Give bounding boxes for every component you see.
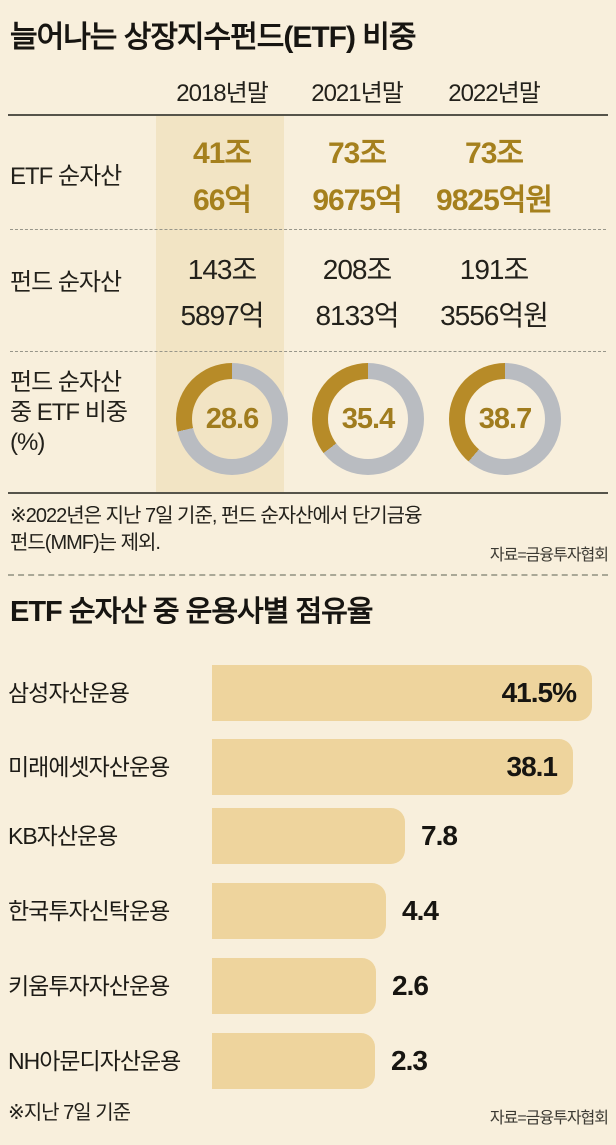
table-cell-line: 8133억 bbox=[315, 300, 399, 331]
bar-value-3: 4.4 bbox=[402, 895, 439, 926]
table-cell-line: 9675억 bbox=[312, 184, 402, 217]
bar-fill-1 bbox=[212, 739, 573, 795]
donut-hole bbox=[465, 379, 545, 459]
donut-value: 28.6 bbox=[205, 402, 259, 435]
donut-chart-2: 38.7 bbox=[449, 363, 561, 475]
table-cell-r0-c1: 73조 9675억 bbox=[312, 130, 402, 224]
table-cell-line: 143조 bbox=[187, 254, 257, 285]
bar-source: 자료=금융투자협회 bbox=[489, 1110, 609, 1127]
column-header-2: 2022년말 bbox=[448, 80, 541, 107]
table-cell-r0-c2: 73조 9825억원 bbox=[436, 130, 553, 224]
table-section-title: 늘어나는 상장지수펀드(ETF) 비중 bbox=[10, 21, 417, 54]
table-cell-r0-c0: 41조 66억 bbox=[193, 130, 252, 224]
bar-value-0: 41.5% bbox=[501, 677, 577, 708]
bar-label-4: 키움투자자산운용 bbox=[8, 973, 170, 999]
donut-hole bbox=[192, 379, 272, 459]
table-row-label-1: 펀드 순자산 bbox=[10, 269, 122, 296]
bar-fill-2 bbox=[212, 808, 405, 864]
bar-label-2: KB자산운용 bbox=[8, 823, 118, 849]
table-cell-line: 5897억 bbox=[180, 300, 264, 331]
bar-value-5: 2.3 bbox=[391, 1045, 428, 1076]
bar-fill-5 bbox=[212, 1033, 375, 1089]
row-divider-2 bbox=[10, 351, 606, 352]
bar-row-0: 삼성자산운용 41.5% bbox=[0, 665, 616, 721]
table-cell-line: 9825억원 bbox=[436, 184, 553, 217]
bar-row-4: 키움투자자산운용 2.6 bbox=[0, 958, 616, 1014]
donut-value: 35.4 bbox=[341, 402, 395, 435]
bar-row-3: 한국투자신탁운용 4.4 bbox=[0, 883, 616, 939]
bar-value-2: 7.8 bbox=[421, 820, 458, 851]
table-top-rule bbox=[8, 114, 608, 116]
donut-row-label-line: 펀드 순자산 bbox=[10, 369, 122, 396]
table-cell-r1-c1: 208조 8133억 bbox=[315, 247, 399, 339]
table-row-label-0: ETF 순자산 bbox=[10, 163, 122, 190]
donut-row-label-line: 중 ETF 비중 bbox=[10, 399, 128, 426]
bar-row-2: KB자산운용 7.8 bbox=[0, 808, 616, 864]
column-header-1: 2021년말 bbox=[311, 80, 404, 107]
bar-value-4: 2.6 bbox=[392, 970, 429, 1001]
section-divider bbox=[8, 574, 608, 576]
bar-fill-0 bbox=[212, 665, 592, 721]
donut-chart-0: 28.6 bbox=[176, 363, 288, 475]
column-header-0: 2018년말 bbox=[176, 80, 269, 107]
table-cell-line: 73조 bbox=[465, 137, 524, 170]
table-bottom-rule bbox=[8, 492, 608, 494]
table-cell-line: 208조 bbox=[322, 254, 392, 285]
bar-row-5: NH아문디자산운용 2.3 bbox=[0, 1033, 616, 1089]
table-footnote-line2: 펀드(MMF)는 제외. bbox=[10, 532, 161, 554]
table-cell-line: 3556억원 bbox=[440, 300, 549, 331]
table-cell-line: 73조 bbox=[328, 137, 387, 170]
bar-label-5: NH아문디자산운용 bbox=[8, 1048, 181, 1074]
donut-hole bbox=[328, 379, 408, 459]
table-footnote-line1: ※2022년은 지난 7일 기준, 펀드 순자산에서 단기금융 bbox=[10, 505, 422, 527]
donut-row-label-line: (%) bbox=[10, 429, 45, 456]
bar-label-1: 미래에셋자산운용 bbox=[8, 754, 170, 780]
bar-section-title: ETF 순자산 중 운용사별 점유율 bbox=[10, 596, 373, 628]
table-cell-line: 66억 bbox=[193, 184, 252, 217]
donut-value: 38.7 bbox=[478, 402, 532, 435]
bar-fill-4 bbox=[212, 958, 376, 1014]
table-cell-line: 41조 bbox=[193, 137, 252, 170]
table-footnote: ※2022년은 지난 7일 기준, 펀드 순자산에서 단기금융 펀드(MMF)는… bbox=[10, 503, 422, 557]
donut-chart-1: 35.4 bbox=[312, 363, 424, 475]
table-cell-r1-c2: 191조 3556억원 bbox=[440, 247, 549, 339]
bar-row-1: 미래에셋자산운용 38.1 bbox=[0, 739, 616, 795]
bar-label-3: 한국투자신탁운용 bbox=[8, 898, 170, 924]
bar-fill-3 bbox=[212, 883, 386, 939]
table-source: 자료=금융투자협회 bbox=[489, 547, 609, 564]
bar-value-1: 38.1 bbox=[506, 751, 559, 782]
bar-footnote: ※지난 7일 기준 bbox=[8, 1102, 131, 1124]
table-cell-line: 191조 bbox=[459, 254, 529, 285]
bar-label-0: 삼성자산운용 bbox=[8, 680, 130, 706]
row-divider-1 bbox=[10, 229, 606, 230]
table-cell-r1-c0: 143조 5897억 bbox=[180, 247, 264, 339]
